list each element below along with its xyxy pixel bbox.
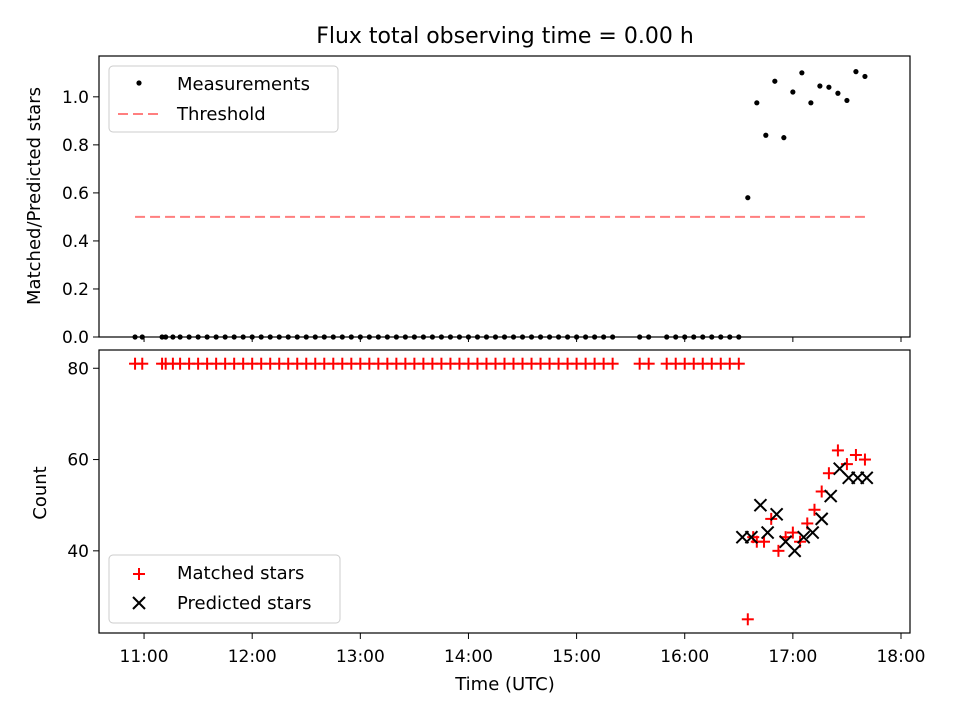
measurement-point (745, 195, 751, 201)
matched-star-point (741, 613, 754, 626)
matched-star-point (858, 453, 871, 466)
matched-star-point (831, 444, 844, 457)
predicted-star-stroke-b (823, 489, 838, 503)
predicted-star-stroke-b (760, 525, 775, 540)
x-tick-label: 12:00 (228, 647, 277, 667)
matched-star-point (772, 544, 785, 557)
predicted-star-point (805, 525, 820, 540)
measurement-point (763, 132, 769, 138)
measurement-point (781, 135, 787, 141)
predicted-star-stroke-b (769, 507, 784, 522)
bottom-y-tick-label: 80 (67, 359, 89, 379)
measurement-point (817, 83, 823, 89)
matched-star-point (606, 357, 619, 370)
top-axes-frame (98, 55, 911, 338)
top-legend-box (108, 65, 339, 133)
predicted-star-point (796, 530, 811, 544)
predicted-star-point (787, 544, 802, 558)
matched-star-point (808, 503, 821, 516)
bottom-y-tick-label: 60 (67, 451, 89, 471)
measurement-point (808, 100, 814, 106)
legend-matched-marker (133, 568, 145, 580)
bottom-legend: Matched stars Predicted stars (108, 554, 341, 624)
predicted-star-stroke-b (796, 530, 811, 544)
x-tick-label: 17:00 (768, 647, 817, 667)
x-tick-label: 14:00 (444, 647, 493, 667)
predicted-star-stroke-b (805, 525, 820, 540)
top-y-tick-label: 0.2 (62, 280, 89, 300)
top-y-tick-label: 0.6 (62, 184, 89, 204)
measurement-point (853, 69, 859, 75)
bottom-axes-frame (98, 349, 911, 634)
measurement-point (844, 97, 850, 104)
top-y-tick-label: 1.0 (62, 88, 89, 108)
predicted-star-point (769, 507, 784, 522)
predicted-star-point (760, 525, 775, 540)
matched-star-point (642, 357, 655, 370)
top-y-tick-label: 0.4 (62, 232, 89, 252)
chart-title: Flux total observing time = 0.00 h (316, 24, 694, 49)
predicted-star-stroke-b (753, 498, 768, 512)
x-axis-label: Time (UTC) (454, 674, 555, 695)
top-y-tick-label: 0.8 (62, 136, 89, 156)
x-tick-label: 15:00 (552, 647, 601, 667)
top-y-tick-label: 0.0 (62, 328, 89, 348)
measurement-point (835, 90, 841, 96)
x-tick-label: 18:00 (876, 647, 925, 667)
predicted-star-stroke-b (814, 512, 829, 526)
legend-matched-label: Matched stars (177, 563, 304, 584)
measurement-point (754, 100, 760, 106)
predicted-star-stroke-b (833, 461, 847, 476)
measurement-point (862, 73, 868, 80)
matched-star-point (786, 526, 799, 539)
predicted-star-point (753, 498, 768, 512)
predicted-star-stroke-b (860, 471, 874, 485)
measurement-point (799, 70, 805, 76)
legend-predicted-marker (132, 596, 146, 610)
bottom-y-axis-label: Count (30, 466, 51, 519)
x-tick-label: 16:00 (660, 647, 709, 667)
matched-star-point (732, 357, 745, 370)
bottom-plot-area: 11:00 12:00 13:00 14:00 15:00 16:00 17:00 18:00… (67, 357, 925, 667)
predicted-star-point (744, 530, 759, 544)
top-y-axis-label: Matched/Predicted stars (24, 87, 45, 305)
predicted-star-point (860, 471, 874, 485)
bottom-y-tick-label: 40 (67, 542, 89, 562)
x-tick-label: 11:00 (120, 647, 169, 667)
x-tick-label: 13:00 (336, 647, 385, 667)
measurement-point (826, 84, 832, 90)
matched-star-point (136, 357, 149, 370)
matched-star-point (758, 535, 771, 548)
legend-threshold-label: Threshold (176, 104, 266, 125)
predicted-star-point (823, 489, 838, 503)
predicted-star-stroke-b (744, 530, 759, 544)
legend-measurements-marker (136, 80, 142, 86)
top-legend: Measurements Threshold (108, 65, 339, 133)
predicted-star-stroke-b (787, 544, 802, 558)
bottom-legend-box (108, 554, 341, 624)
matched-star-point (849, 448, 862, 461)
predicted-star-point (814, 512, 829, 526)
predicted-star-stroke-b (778, 535, 793, 549)
legend-measurements-label: Measurements (177, 74, 310, 95)
measurement-point (772, 78, 778, 84)
matched-star-point (822, 467, 835, 480)
measurement-point (790, 89, 796, 95)
legend-predicted-label: Predicted stars (177, 593, 311, 614)
